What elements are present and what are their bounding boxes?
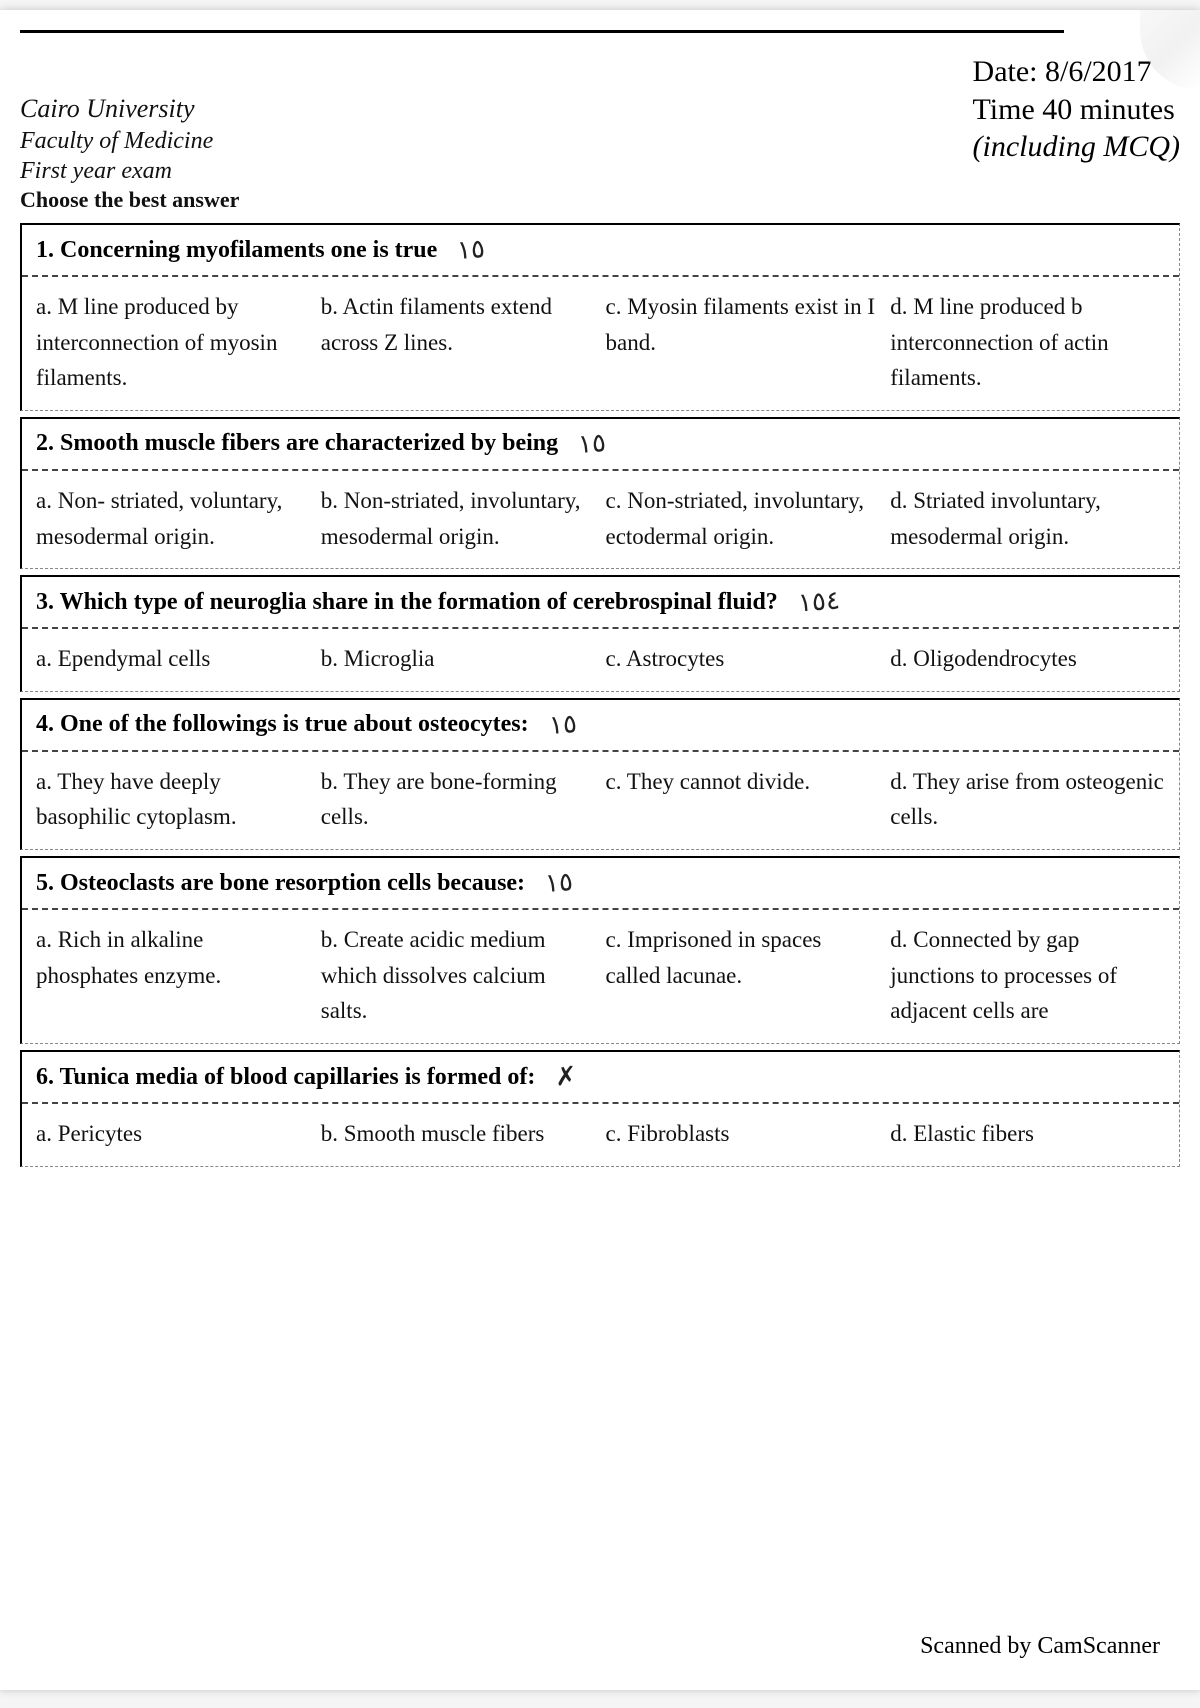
question-1-title: 1. Concerning myofilaments one is true — [36, 237, 437, 264]
question-3: 3. Which type of neuroglia share in the … — [20, 575, 1180, 692]
question-3-title-row: 3. Which type of neuroglia share in the … — [22, 577, 1179, 629]
question-2-options: a. Non- striated, voluntary, mesodermal … — [22, 471, 1179, 568]
q1-option-c: c. Myosin filaments exist in I band. — [606, 289, 881, 396]
question-4-annotation: ١٥ — [548, 709, 578, 741]
q4-option-a: a. They have deeply basophilic cytoplasm… — [36, 764, 311, 835]
question-4-title-row: 4. One of the followings is true about o… — [22, 700, 1179, 752]
q5-option-c: c. Imprisoned in spaces called lacunae. — [606, 922, 881, 1029]
question-2: 2. Smooth muscle fibers are characterize… — [20, 417, 1180, 569]
question-6-annotation: ✗ — [554, 1061, 578, 1092]
question-3-annotation: ١٥٤ — [797, 586, 841, 619]
question-5-options: a. Rich in alkaline phosphates enzyme. b… — [22, 910, 1179, 1043]
question-1: 1. Concerning myofilaments one is true ١… — [20, 223, 1180, 411]
question-5-title-row: 5. Osteoclasts are bone resorption cells… — [22, 858, 1179, 910]
question-4: 4. One of the followings is true about o… — [20, 698, 1180, 850]
q1-option-d: d. M line produced b interconnection of … — [890, 289, 1165, 396]
question-3-options: a. Ependymal cells b. Microglia c. Astro… — [22, 629, 1179, 691]
question-6-title-row: 6. Tunica media of blood capillaries is … — [22, 1052, 1179, 1104]
q2-option-d: d. Striated involuntary, mesodermal orig… — [890, 483, 1165, 554]
exam-page: Cairo University Faculty of Medicine Fir… — [0, 10, 1200, 1690]
instruction: Choose the best answer — [20, 186, 239, 214]
question-5-title: 5. Osteoclasts are bone resorption cells… — [36, 870, 525, 897]
question-4-title: 4. One of the followings is true about o… — [36, 711, 529, 738]
scanned-by-footer: Scanned by CamScanner — [920, 1633, 1160, 1660]
q4-option-c: c. They cannot divide. — [606, 764, 881, 835]
question-6-title: 6. Tunica media of blood capillaries is … — [36, 1064, 535, 1091]
question-1-title-row: 1. Concerning myofilaments one is true ١… — [22, 225, 1179, 277]
top-rule — [20, 30, 1064, 33]
q6-option-c: c. Fibroblasts — [606, 1116, 881, 1152]
q1-option-b: b. Actin filaments extend across Z lines… — [321, 289, 596, 396]
exam-name: First year exam — [20, 156, 239, 186]
header-left: Cairo University Faculty of Medicine Fir… — [20, 53, 239, 213]
q4-option-b: b. They are bone-forming cells. — [321, 764, 596, 835]
question-2-annotation: ١٥ — [577, 428, 607, 460]
question-6-options: a. Pericytes b. Smooth muscle fibers c. … — [22, 1104, 1179, 1166]
faculty-name: Faculty of Medicine — [20, 126, 239, 156]
q5-option-d: d. Connected by gap junctions to process… — [890, 922, 1165, 1029]
header: Cairo University Faculty of Medicine Fir… — [20, 53, 1180, 213]
q6-option-d: d. Elastic fibers — [890, 1116, 1165, 1152]
q1-option-a: a. M line produced by interconnection of… — [36, 289, 311, 396]
question-5: 5. Osteoclasts are bone resorption cells… — [20, 856, 1180, 1044]
q5-option-b: b. Create acidic medium which dissolves … — [321, 922, 596, 1029]
q3-option-a: a. Ependymal cells — [36, 641, 311, 677]
mcq-line: (including MCQ) — [973, 128, 1180, 166]
q4-option-d: d. They arise from osteogenic cells. — [890, 764, 1165, 835]
question-6: 6. Tunica media of blood capillaries is … — [20, 1050, 1180, 1167]
question-3-title: 3. Which type of neuroglia share in the … — [36, 589, 778, 616]
q2-option-b: b. Non-striated, involuntary, mesodermal… — [321, 483, 596, 554]
q6-option-a: a. Pericytes — [36, 1116, 311, 1152]
q2-option-a: a. Non- striated, voluntary, mesodermal … — [36, 483, 311, 554]
q3-option-b: b. Microglia — [321, 641, 596, 677]
q2-option-c: c. Non-striated, involuntary, ectodermal… — [606, 483, 881, 554]
question-1-annotation: ١٥ — [456, 234, 486, 266]
question-2-title: 2. Smooth muscle fibers are characterize… — [36, 430, 558, 457]
q3-option-d: d. Oligodendrocytes — [890, 641, 1165, 677]
q6-option-b: b. Smooth muscle fibers — [321, 1116, 596, 1152]
header-right: Date: 8/6/2017 Time 40 minutes (includin… — [973, 53, 1180, 166]
university-name: Cairo University — [20, 93, 239, 126]
question-5-annotation: ١٥ — [544, 867, 574, 899]
q3-option-c: c. Astrocytes — [606, 641, 881, 677]
question-4-options: a. They have deeply basophilic cytoplasm… — [22, 752, 1179, 849]
q5-option-a: a. Rich in alkaline phosphates enzyme. — [36, 922, 311, 1029]
question-2-title-row: 2. Smooth muscle fibers are characterize… — [22, 419, 1179, 471]
time-line: Time 40 minutes — [973, 91, 1180, 129]
question-1-options: a. M line produced by interconnection of… — [22, 277, 1179, 410]
